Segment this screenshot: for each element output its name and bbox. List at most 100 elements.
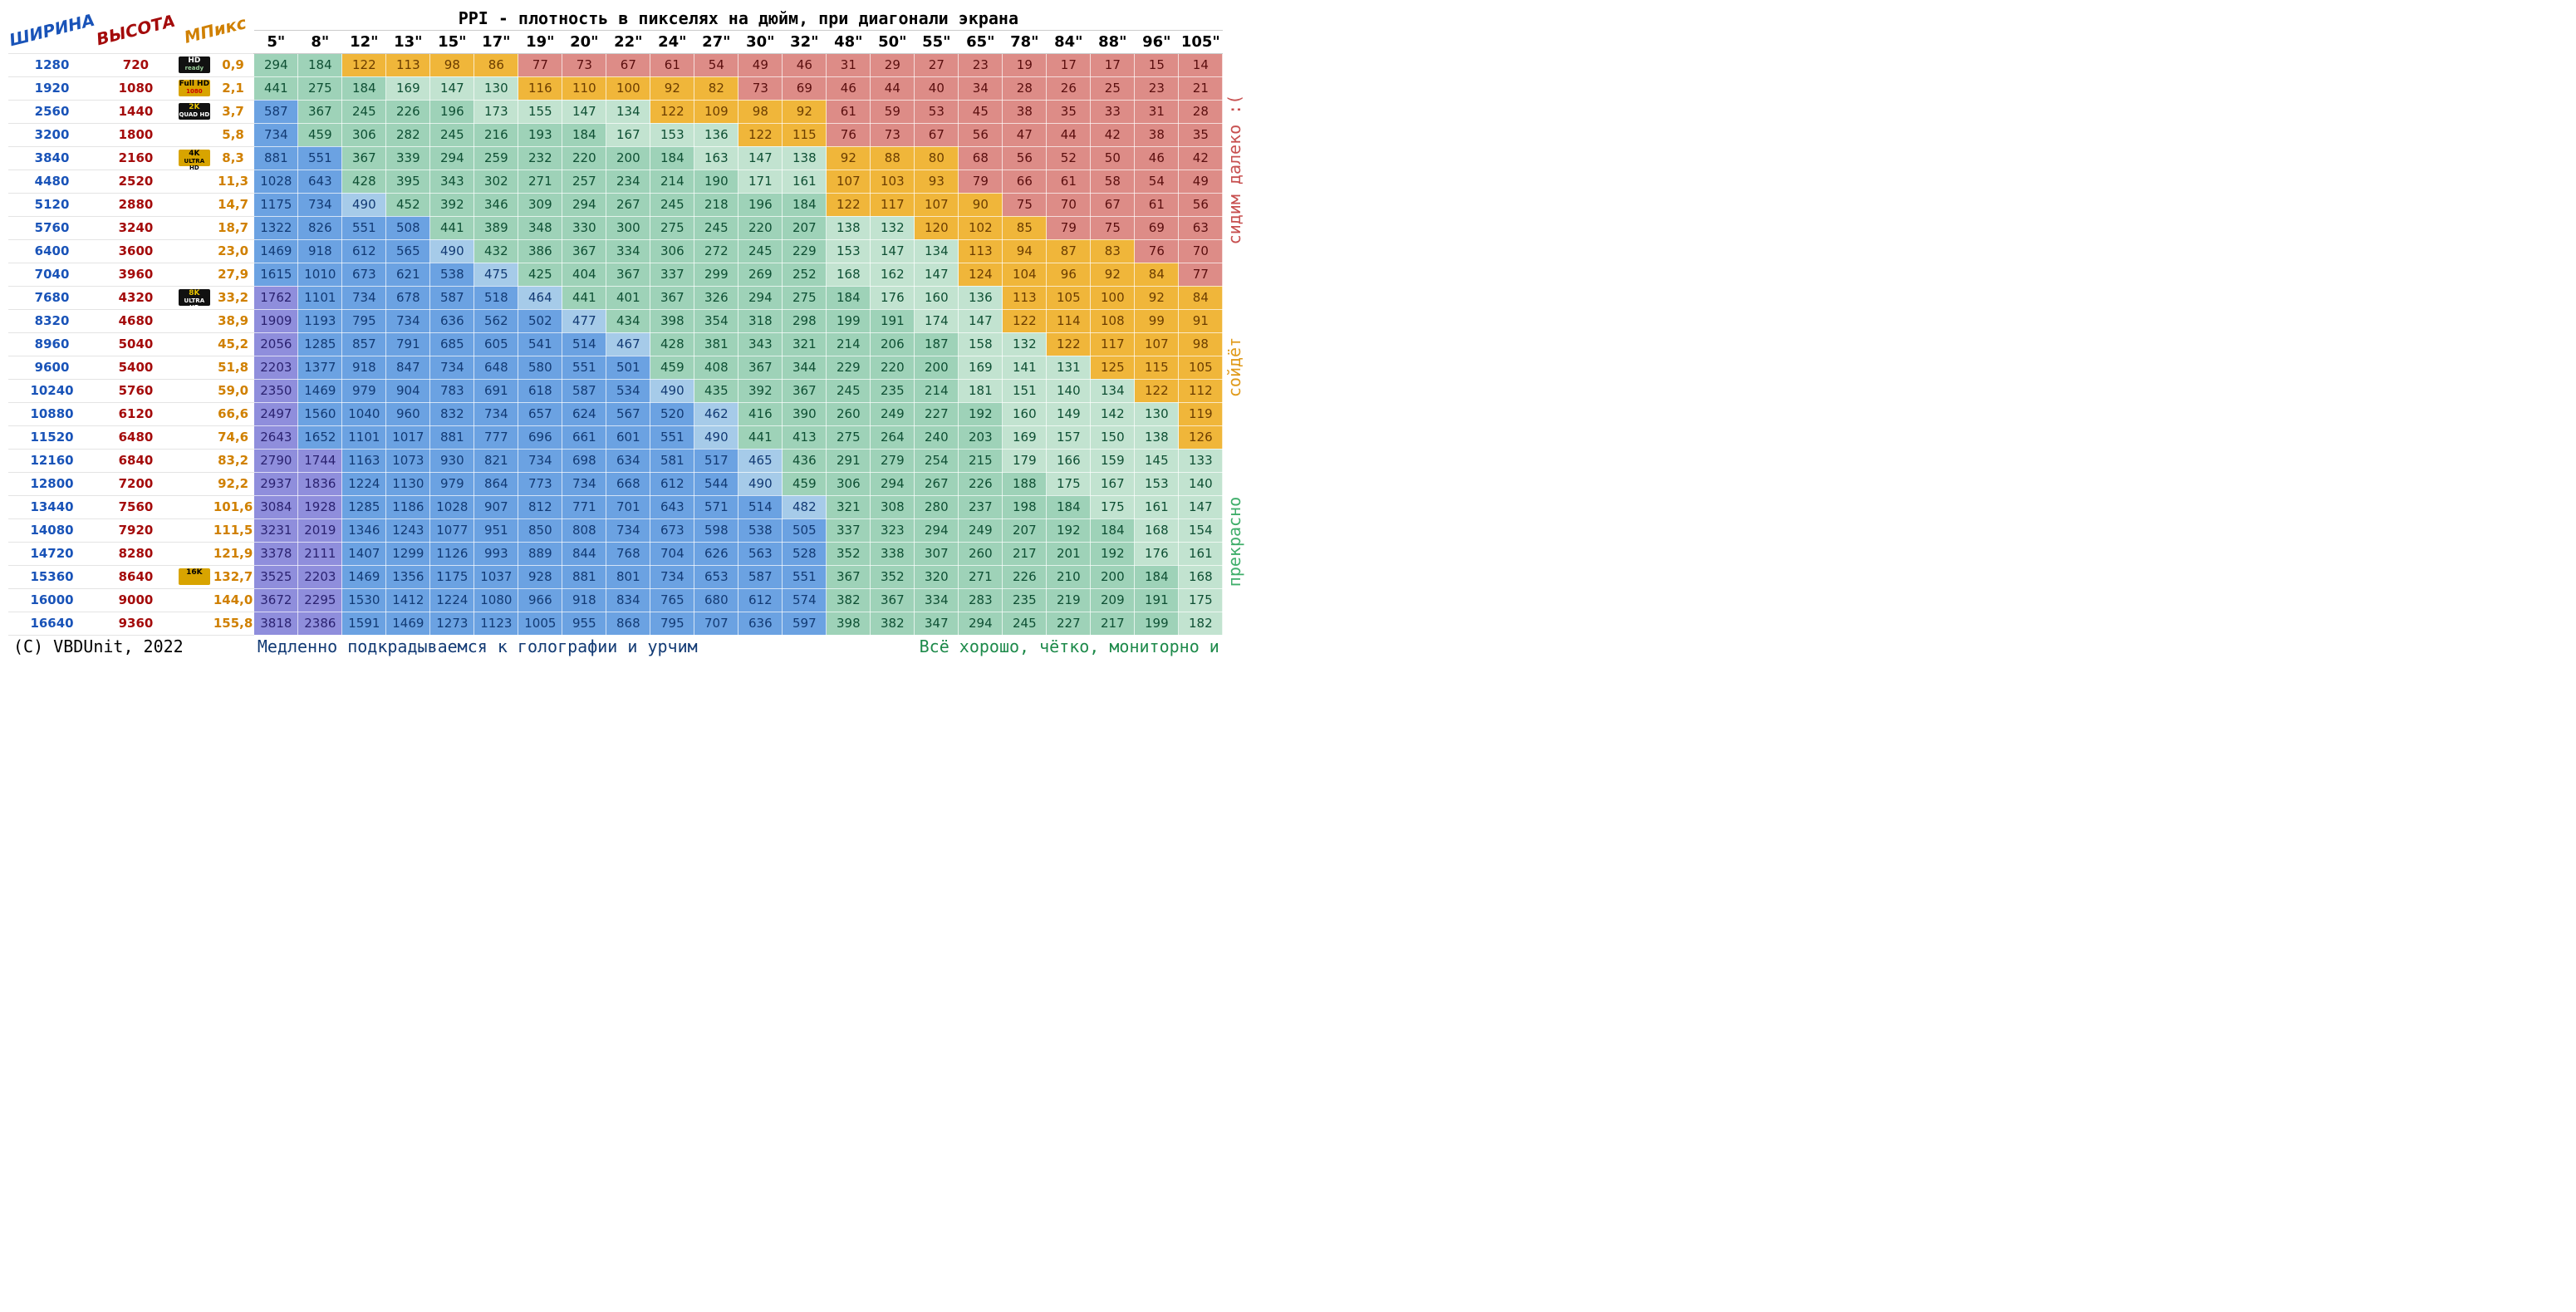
cell-ppi: 235: [1003, 588, 1047, 612]
cell-ppi: 294: [430, 146, 474, 170]
cell-ppi: 184: [650, 146, 694, 170]
cell-ppi: 17: [1091, 53, 1135, 76]
cell-ppi: 2203: [298, 565, 342, 588]
cell-ppi: 367: [827, 565, 871, 588]
cell-ppi: 190: [694, 170, 738, 193]
cell-height: 5400: [96, 356, 176, 379]
cell-ppi: 1028: [254, 170, 298, 193]
cell-ppi: 773: [518, 472, 562, 495]
cell-width: 11520: [8, 425, 96, 449]
header-height: ВЫСОТА: [95, 10, 178, 49]
ppi-table-figure: ШИРИНАВЫСОТАМПиксPPI - плотность в пиксе…: [8, 7, 2571, 658]
cell-ppi: 245: [827, 379, 871, 402]
cell-ppi: 1299: [386, 542, 430, 565]
cell-ppi: 147: [1179, 495, 1223, 518]
cell-ppi: 389: [474, 216, 518, 239]
cell-ppi: 881: [254, 146, 298, 170]
cell-ppi: 83: [1091, 239, 1135, 263]
cell-ppi: 203: [959, 425, 1003, 449]
cell-ppi: 2790: [254, 449, 298, 472]
cell-mpix: 38,9: [213, 309, 254, 332]
cell-ppi: 73: [871, 123, 915, 146]
cell-width: 7680: [8, 286, 96, 309]
cell-ppi: 226: [386, 100, 430, 123]
cell-ppi: 612: [738, 588, 783, 612]
cell-ppi: 337: [827, 518, 871, 542]
cell-width: 3200: [8, 123, 96, 146]
diagonal-header: 84": [1047, 30, 1091, 53]
cell-ppi: 441: [430, 216, 474, 239]
cell-ppi: 2111: [298, 542, 342, 565]
cell-ppi: 3525: [254, 565, 298, 588]
footer-copyright: (C) VBDUnit, 2022: [8, 635, 254, 658]
diagonal-header: 13": [386, 30, 430, 53]
cell-ppi: 490: [650, 379, 694, 402]
cell-ppi: 92: [783, 100, 827, 123]
cell-ppi: 219: [1047, 588, 1091, 612]
cell-ppi: 2056: [254, 332, 298, 356]
cell-ppi: 23: [959, 53, 1003, 76]
diagonal-header: 55": [915, 30, 959, 53]
cell-mpix: 33,2: [213, 286, 254, 309]
cell-ppi: 192: [1091, 542, 1135, 565]
cell-ppi: 169: [386, 76, 430, 100]
cell-ppi: 1407: [342, 542, 386, 565]
cell-ppi: 117: [871, 193, 915, 216]
cell-ppi: 1073: [386, 449, 430, 472]
cell-ppi: 3231: [254, 518, 298, 542]
cell-ppi: 565: [386, 239, 430, 263]
cell-width: 10880: [8, 402, 96, 425]
cell-ppi: 161: [1135, 495, 1179, 518]
cell-ppi: 157: [1047, 425, 1091, 449]
cell-ppi: 67: [606, 53, 650, 76]
cell-width: 13440: [8, 495, 96, 518]
data-row: 5760324018,71322826551508441389348330300…: [8, 216, 1246, 239]
cell-ppi: 534: [606, 379, 650, 402]
cell-ppi: 587: [254, 100, 298, 123]
cell-mpix: 132,7: [213, 565, 254, 588]
data-row: 38402160 4K ULTRA HD 8,38815513673392942…: [8, 146, 1246, 170]
cell-ppi: 103: [871, 170, 915, 193]
cell-ppi: 21: [1179, 76, 1223, 100]
cell-ppi: 120: [915, 216, 959, 239]
cell-ppi: 538: [430, 263, 474, 286]
cell-ppi: 612: [650, 472, 694, 495]
data-row: 12160684083,2279017441163107393082173469…: [8, 449, 1246, 472]
cell-ppi: 245: [430, 123, 474, 146]
cell-ppi: 367: [562, 239, 606, 263]
cell-ppi: 94: [1003, 239, 1047, 263]
cell-ppi: 61: [827, 100, 871, 123]
cell-height: 2520: [96, 170, 176, 193]
cell-badge: 8K ULTRA HD: [176, 286, 213, 309]
cell-ppi: 904: [386, 379, 430, 402]
diagonal-header: 15": [430, 30, 474, 53]
data-row: 5120288014,71175734490452392346309294267…: [8, 193, 1246, 216]
cell-ppi: 70: [1047, 193, 1091, 216]
cell-height: 3600: [96, 239, 176, 263]
cell-ppi: 562: [474, 309, 518, 332]
cell-ppi: 191: [871, 309, 915, 332]
cell-ppi: 330: [562, 216, 606, 239]
cell-ppi: 141: [1003, 356, 1047, 379]
cell-ppi: 192: [1047, 518, 1091, 542]
cell-ppi: 1356: [386, 565, 430, 588]
cell-height: 2880: [96, 193, 176, 216]
cell-ppi: 765: [650, 588, 694, 612]
cell-ppi: 84: [1179, 286, 1223, 309]
cell-ppi: 783: [430, 379, 474, 402]
cell-ppi: 73: [562, 53, 606, 76]
cell-ppi: 367: [650, 286, 694, 309]
cell-ppi: 459: [298, 123, 342, 146]
header-width: ШИРИНА: [7, 9, 97, 50]
cell-ppi: 657: [518, 402, 562, 425]
cell-ppi: 321: [827, 495, 871, 518]
sidebar-green: прекрасно: [1223, 449, 1246, 635]
cell-ppi: 201: [1047, 542, 1091, 565]
cell-ppi: 337: [650, 263, 694, 286]
cell-ppi: 1080: [474, 588, 518, 612]
cell-ppi: 441: [738, 425, 783, 449]
cell-ppi: 87: [1047, 239, 1091, 263]
cell-ppi: 541: [518, 332, 562, 356]
cell-width: 8960: [8, 332, 96, 356]
cell-ppi: 467: [606, 332, 650, 356]
